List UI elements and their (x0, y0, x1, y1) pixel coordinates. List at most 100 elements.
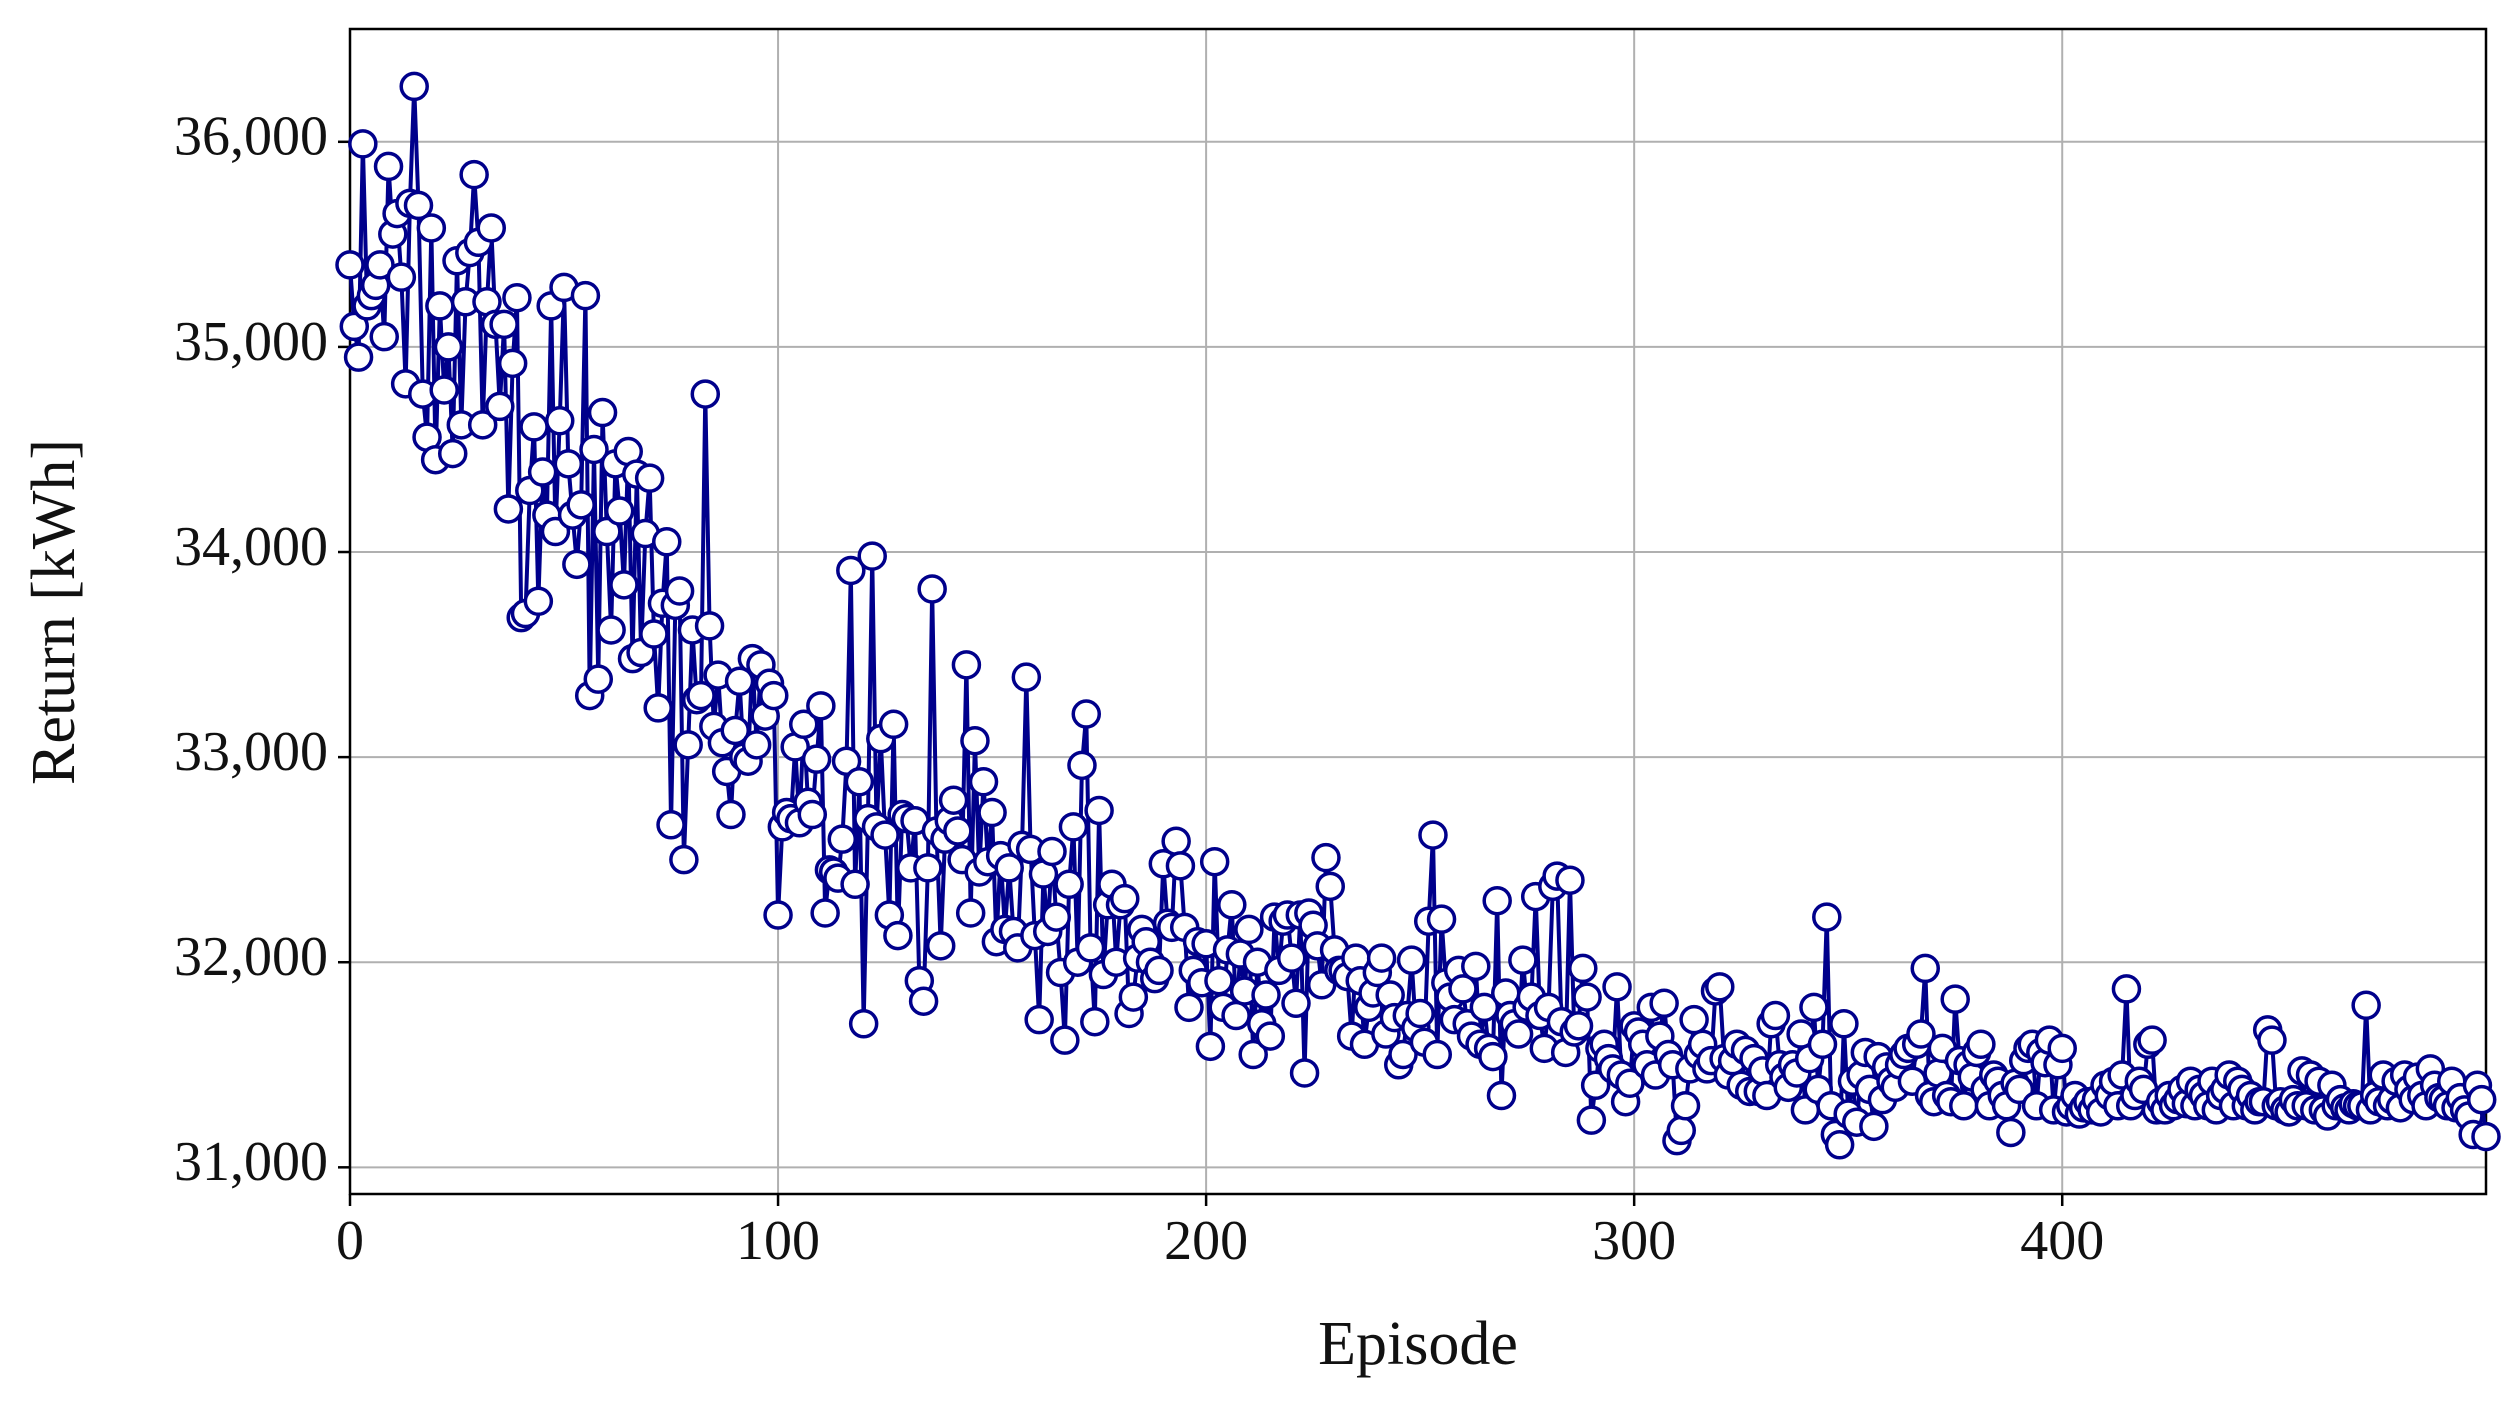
data-point (429, 375, 459, 405)
data-point (686, 680, 716, 711)
data-point (1165, 851, 1196, 881)
data-point (716, 799, 746, 830)
data-point (489, 309, 519, 340)
data-point (1615, 1068, 1645, 1098)
data-point (1221, 1000, 1251, 1031)
data-point (1058, 812, 1089, 842)
data-point (335, 250, 365, 280)
data-point (497, 348, 528, 379)
data-point (810, 898, 840, 928)
data-point (369, 321, 399, 352)
data-point (519, 412, 549, 442)
data-point (1110, 883, 1140, 914)
data-point (652, 527, 682, 557)
data-point (634, 463, 665, 493)
data-point (797, 799, 828, 830)
data-point (493, 494, 524, 524)
y-tick-label: 33,000 (174, 721, 328, 783)
data-point (579, 434, 609, 465)
data-point (2137, 1025, 2167, 1055)
data-point (459, 159, 489, 190)
data-point (1234, 914, 1264, 945)
data-point (403, 190, 434, 221)
data-point (917, 574, 947, 604)
data-point (1670, 1091, 1701, 1121)
data-point (553, 449, 584, 479)
data-point (1426, 904, 1457, 934)
data-point (1251, 980, 1281, 1010)
data-point (673, 730, 703, 760)
x-tick-label: 0 (336, 1210, 364, 1272)
data-point (1050, 1025, 1080, 1055)
data-point (562, 549, 592, 580)
data-point (943, 816, 973, 846)
x-tick-label: 400 (2020, 1210, 2104, 1272)
data-point (878, 709, 909, 740)
data-point (583, 664, 614, 694)
data-point (1041, 902, 1072, 932)
data-point (2047, 1033, 2077, 1064)
data-point (1396, 945, 1427, 975)
data-point (587, 397, 618, 428)
data-point (836, 555, 866, 586)
data-point (1829, 1009, 1859, 1039)
data-point (1649, 988, 1679, 1019)
data-point (1054, 869, 1084, 900)
data-point (1255, 1021, 1286, 1051)
y-tick-label: 35,000 (174, 311, 328, 373)
data-point (425, 291, 455, 321)
data-point (544, 406, 575, 436)
data-point (1080, 1006, 1110, 1037)
data-point (502, 282, 532, 313)
data-point (416, 213, 447, 243)
data-point (955, 898, 986, 928)
data-point (938, 785, 969, 815)
data-point (1910, 953, 1940, 984)
data-point (840, 869, 870, 900)
data-point (1174, 992, 1204, 1023)
data-point (1812, 902, 1842, 932)
data-point (1199, 846, 1230, 877)
data-point (806, 691, 836, 721)
data-point (566, 490, 596, 520)
data-point (694, 611, 725, 641)
data-point (1204, 965, 1234, 996)
data-point (2351, 990, 2381, 1021)
data-point (1037, 836, 1067, 867)
data-point (1448, 974, 1478, 1004)
data-point (1568, 953, 1598, 984)
data-point (1071, 699, 1102, 729)
x-tick-label: 100 (736, 1210, 820, 1272)
data-point (741, 730, 772, 760)
data-point (570, 280, 601, 311)
data-point (485, 391, 515, 422)
y-axis-label: Return [kWh] (20, 439, 88, 785)
data-point (1405, 998, 1435, 1029)
data-point (437, 438, 468, 469)
data-point (908, 986, 939, 1016)
data-point (848, 1009, 879, 1039)
data-point (925, 931, 956, 961)
data-point (1602, 972, 1632, 1002)
data-point (596, 615, 626, 645)
data-point (801, 744, 832, 774)
x-axis-label: Episode (1318, 1310, 1518, 1378)
data-point (1144, 955, 1174, 986)
data-point (656, 810, 686, 840)
data-point (523, 586, 554, 616)
data-point (348, 129, 378, 159)
data-point (1276, 943, 1307, 973)
data-point (1572, 982, 1602, 1012)
y-tick-label: 36,000 (174, 106, 328, 168)
data-point (604, 496, 635, 526)
data-point (788, 709, 819, 740)
data-point (759, 680, 789, 711)
data-point (913, 853, 943, 883)
data-point (1940, 984, 1970, 1014)
data-point (1906, 1019, 1936, 1049)
data-point (883, 920, 913, 951)
data-point (690, 379, 721, 409)
data-point (1011, 662, 1042, 692)
